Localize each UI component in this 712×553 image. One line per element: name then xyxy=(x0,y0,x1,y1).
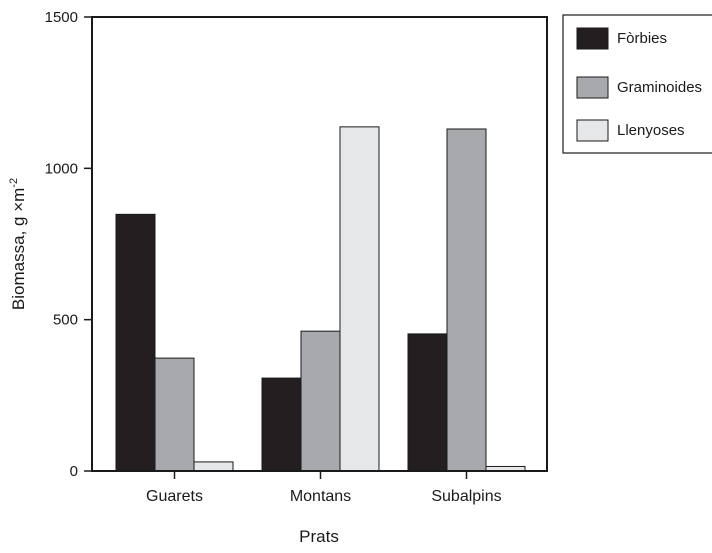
bar-montans-forbies xyxy=(261,377,302,472)
legend-label: Llenyoses xyxy=(617,122,685,139)
x-axis: Guarets Montans Subalpins xyxy=(146,471,502,505)
y-axis-title-superscript: -2 xyxy=(8,178,20,188)
y-tick-label: 500 xyxy=(53,312,78,329)
bar-subalpins-forbies xyxy=(407,333,448,472)
y-tick-label: 0 xyxy=(70,463,78,480)
y-axis: 0 500 1000 1500 xyxy=(45,9,92,480)
x-tick-label: Subalpins xyxy=(431,488,501,505)
bar-subalpins-graminoides xyxy=(446,128,487,472)
x-tick-label: Guarets xyxy=(146,488,203,505)
bar-montans-llenyoses xyxy=(339,126,380,472)
legend-swatch xyxy=(576,27,609,50)
bar-guarets-llenyoses xyxy=(193,461,234,472)
legend-swatch xyxy=(576,119,609,142)
legend: Fòrbies Graminoides Llenyoses xyxy=(562,14,712,154)
legend-items: Fòrbies Graminoides Llenyoses xyxy=(576,27,702,142)
legend-label: Fòrbies xyxy=(617,30,667,47)
bar-guarets-graminoides xyxy=(154,357,195,472)
y-axis-title-main: Biomassa, g ×m xyxy=(9,188,28,310)
x-tick-label: Montans xyxy=(290,488,351,505)
bar-guarets-forbies xyxy=(115,213,156,472)
y-tick-label: 1000 xyxy=(45,160,78,177)
bar-montans-graminoides xyxy=(300,330,341,472)
legend-label: Graminoides xyxy=(617,79,702,96)
bars-layer xyxy=(115,126,526,472)
y-axis-title: Biomassa, g ×m-2 xyxy=(8,178,28,310)
y-tick-label: 1500 xyxy=(45,9,78,26)
legend-swatch xyxy=(576,76,609,99)
plot-frame xyxy=(91,16,548,472)
x-axis-title: Prats xyxy=(299,527,339,546)
